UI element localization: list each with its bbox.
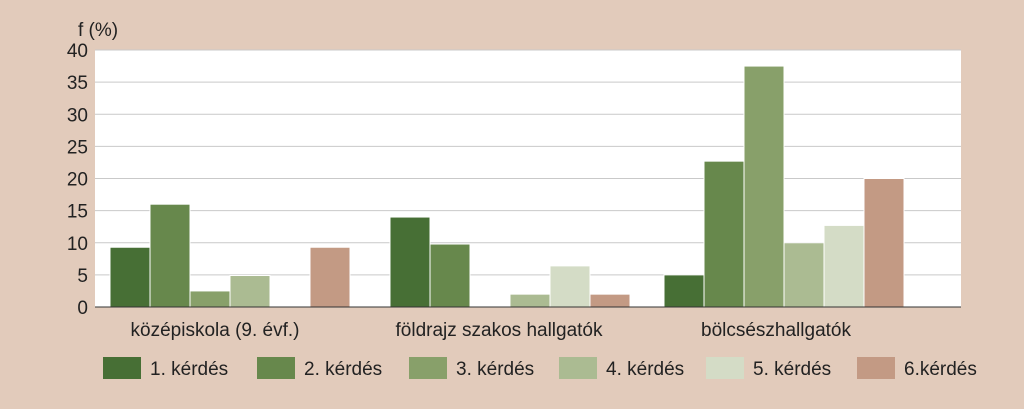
bar-2-4 [509, 293, 551, 308]
bar-1-6 [309, 246, 351, 308]
bar-1-2 [149, 203, 191, 308]
category-labels: középiskola (9. évf.) földrajz szakos hal… [131, 320, 852, 341]
bar-3-5 [823, 224, 865, 308]
legend-label: 5. kérdés [753, 359, 831, 380]
category-label: középiskola (9. évf.) [131, 320, 300, 341]
legend-label: 4. kérdés [606, 359, 684, 380]
legend-swatch [103, 357, 141, 379]
bar-2-1 [389, 216, 431, 308]
legend-label: 3. kérdés [456, 359, 534, 380]
bar-3-3 [743, 65, 785, 308]
y-tick-label: 5 [77, 266, 88, 287]
y-tick-label: 0 [77, 298, 88, 319]
legend-swatch [409, 357, 447, 379]
legend-swatch [857, 357, 895, 379]
legend: 1. kérdés 2. kérdés 3. kérdés 4. kérdés 5. k… [103, 357, 977, 380]
y-tick-label: 30 [67, 105, 88, 126]
y-tick-label: 20 [67, 170, 88, 191]
legend-swatch [559, 357, 597, 379]
bar-2-2 [429, 243, 471, 308]
legend-swatch [706, 357, 744, 379]
bar-3-1 [663, 274, 705, 308]
legend-swatch [257, 357, 295, 379]
bar-3-6 [863, 178, 905, 308]
y-tick-label: 35 [67, 73, 88, 94]
legend-label: 6.kérdés [904, 359, 977, 380]
y-tick-label: 25 [67, 137, 88, 158]
y-axis-label: f (%) [78, 20, 118, 41]
bar-1-1 [109, 246, 151, 308]
bar-2-5 [549, 265, 591, 308]
y-tick-label: 40 [67, 41, 88, 62]
gridlines [95, 49, 961, 276]
category-label: földrajz szakos hallgatók [396, 320, 603, 341]
legend-label: 2. kérdés [304, 359, 382, 380]
bar-1-3 [189, 290, 231, 308]
bar-3-2 [703, 160, 745, 308]
y-tick-label: 15 [67, 202, 88, 223]
y-tick-label: 10 [67, 234, 88, 255]
bars [109, 65, 905, 308]
bar-2-6 [589, 293, 631, 308]
category-label: bölcsészhallgatók [701, 320, 851, 341]
y-tick-labels: 0 5 10 15 20 25 30 35 40 [67, 41, 88, 319]
legend-label: 1. kérdés [150, 359, 228, 380]
bar-1-4 [229, 275, 271, 308]
bar-3-4 [783, 242, 825, 308]
